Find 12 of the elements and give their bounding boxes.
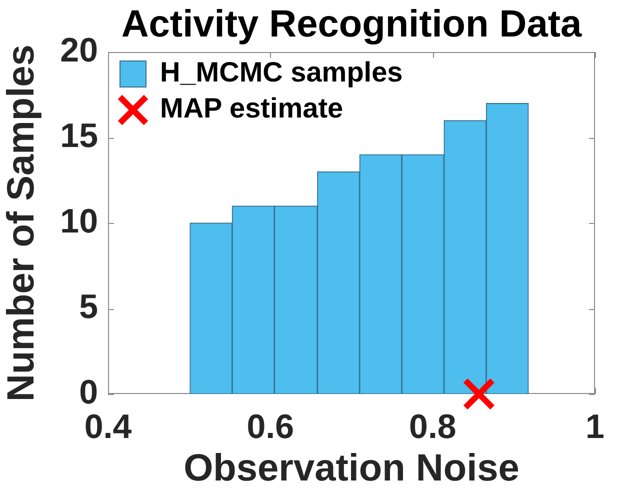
x-axis-title: Observation Noise (184, 448, 520, 490)
legend-label: H_MCMC samples (160, 56, 403, 88)
chart-title: Activity Recognition Data (121, 3, 583, 46)
y-axis-title: Number of Samples (0, 44, 42, 402)
y-tick-label: 5 (79, 288, 98, 326)
x-tick-label: 0.6 (246, 408, 294, 446)
x-tick-label: 1 (586, 408, 604, 446)
x-tick-label: 0.8 (409, 408, 456, 446)
y-tick-label: 10 (60, 202, 98, 240)
legend-label: MAP estimate (160, 92, 344, 124)
y-tick-label: 20 (60, 31, 98, 70)
y-tick-label: 15 (60, 116, 98, 155)
